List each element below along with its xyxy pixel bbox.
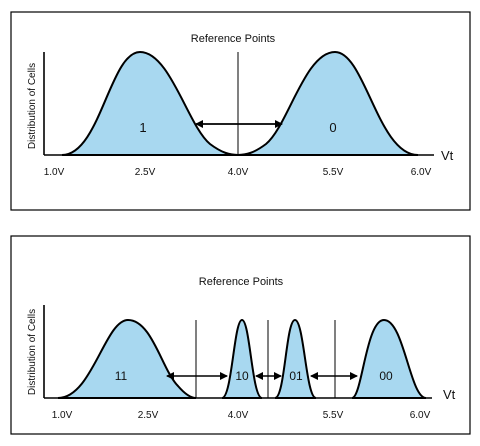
y-axis-label: Distribution of Cells <box>27 63 38 149</box>
tick-label: 4.0V <box>228 410 249 421</box>
state-label: 11 <box>115 369 128 383</box>
panel-slc: Reference Points Distribution of Cells 1… <box>10 11 471 211</box>
tick-label: 4.0V <box>228 167 249 178</box>
tick-label: 2.5V <box>138 410 159 421</box>
tick-label: 5.5V <box>323 167 344 178</box>
state-label: 0 <box>329 120 336 135</box>
y-axis-label: Distribution of Cells <box>27 309 38 395</box>
distribution-state-11 <box>57 318 197 399</box>
tick-label: 2.5V <box>135 167 156 178</box>
x-axis-variable: Vt <box>443 387 456 402</box>
state-label: 00 <box>379 369 393 383</box>
panel-frame <box>10 11 471 211</box>
distribution-state-0 <box>237 50 419 156</box>
tick-label: 1.0V <box>44 167 65 178</box>
distribution-state-10 <box>221 318 263 399</box>
state-label: 1 <box>139 120 146 135</box>
distribution-state-01 <box>274 318 317 399</box>
state-label: 01 <box>289 369 303 383</box>
tick-label: 5.5V <box>323 410 344 421</box>
tick-label: 6.0V <box>410 410 431 421</box>
reference-points-label: Reference Points <box>191 33 276 45</box>
panel-mlc: Reference Points Distribution of Cells 1… <box>10 235 471 435</box>
tick-label: 1.0V <box>52 410 73 421</box>
x-axis-variable: Vt <box>441 148 454 163</box>
tick-label: 6.0V <box>411 167 432 178</box>
distribution-state-1 <box>61 50 239 156</box>
state-label: 10 <box>235 369 249 383</box>
reference-points-label: Reference Points <box>199 276 284 288</box>
distribution-state-00 <box>351 318 427 399</box>
